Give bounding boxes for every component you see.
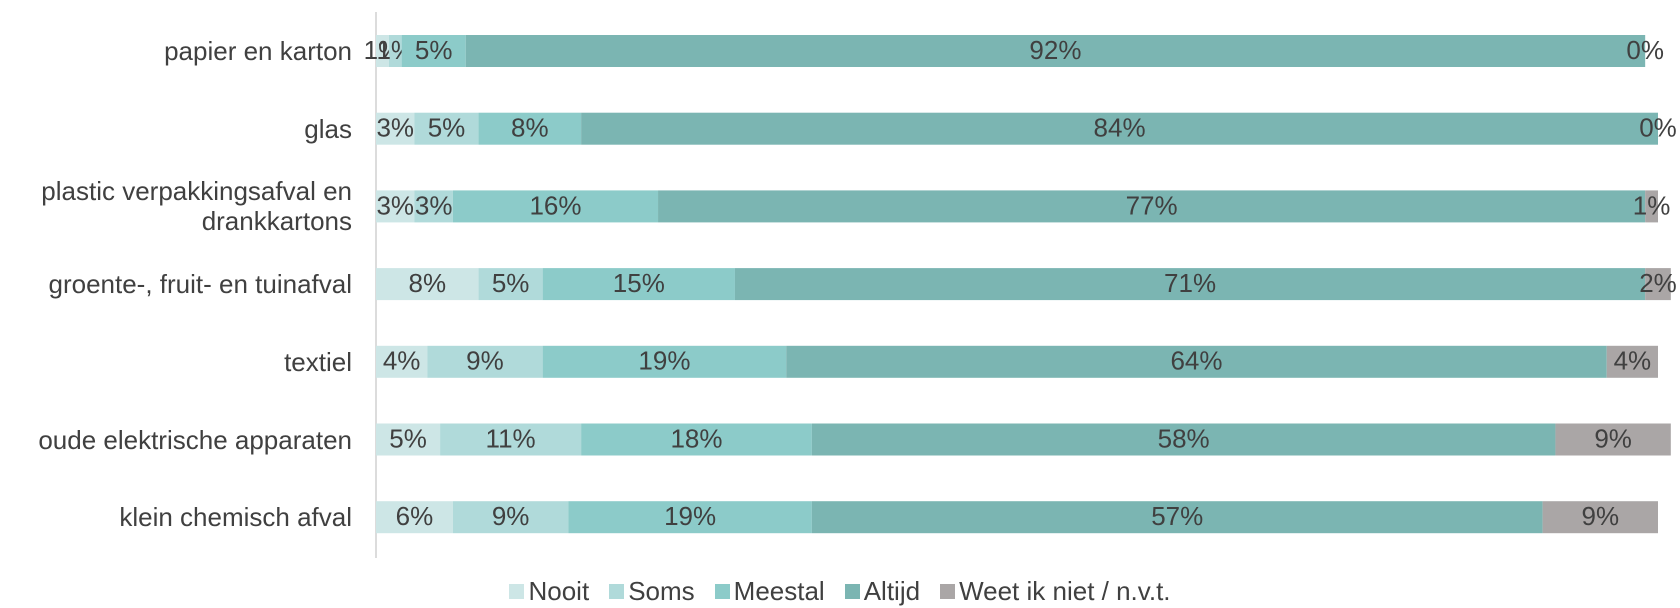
bar-segment xyxy=(1645,190,1658,223)
data-label: 64% xyxy=(1170,346,1222,376)
data-label: 92% xyxy=(1029,35,1081,65)
bar-segment xyxy=(376,190,415,223)
category-label: oude elektrische apparaten xyxy=(38,424,352,455)
bar-segment xyxy=(452,501,569,534)
bar-segment xyxy=(440,423,582,456)
bar-segment xyxy=(734,268,1646,301)
bar-segment xyxy=(376,345,428,378)
legend-swatch xyxy=(844,584,860,599)
data-label: 19% xyxy=(664,501,716,531)
legend-label: Weet ik niet / n.v.t. xyxy=(959,576,1171,606)
bar-segment xyxy=(542,345,787,378)
bar-segment xyxy=(568,501,812,534)
legend-swatch xyxy=(609,584,625,599)
data-label: 9% xyxy=(1582,501,1620,531)
data-label: 4% xyxy=(383,346,421,376)
data-label: 3% xyxy=(415,190,453,220)
bar-segment xyxy=(1606,345,1658,378)
data-label: 3% xyxy=(376,113,414,143)
bar-segment xyxy=(811,501,1543,534)
data-label: 8% xyxy=(511,113,549,143)
data-label: 57% xyxy=(1151,501,1203,531)
plot: 1%1% 5% 92% 0%3% 5% 8% 84% 0%3% 3% 16% 77% 1%8% 5% 15… xyxy=(364,12,1677,558)
data-label: 1% xyxy=(1633,190,1671,220)
bar-segment xyxy=(376,501,453,534)
bar-segment xyxy=(376,423,441,456)
data-label: 11% xyxy=(486,423,536,453)
data-label: 15% xyxy=(613,268,665,298)
legend-item: Weet ik niet / n.v.t. xyxy=(940,576,1171,607)
legend-label: Altijd xyxy=(863,576,921,606)
data-label: 2% xyxy=(1639,268,1677,298)
data-label: 9% xyxy=(466,346,504,376)
bar-segment xyxy=(1542,501,1658,534)
legend-swatch xyxy=(714,584,730,599)
data-label: 18% xyxy=(670,423,722,453)
bar-segment xyxy=(376,268,479,301)
data-label: 9% xyxy=(1594,423,1632,453)
bar-segment xyxy=(786,345,1607,378)
data-label: 5% xyxy=(428,113,466,143)
data-label: 16% xyxy=(529,190,581,220)
data-label: 4% xyxy=(1614,346,1652,376)
data-label: 9% xyxy=(492,501,530,531)
legend: Nooit Soms Meestal Altijd Weet ik niet / n.v… xyxy=(0,576,1680,607)
bar-segment xyxy=(1645,268,1671,301)
legend-swatch xyxy=(509,584,525,599)
data-label: 6% xyxy=(396,501,434,531)
bar-segment xyxy=(581,423,812,456)
legend-swatch xyxy=(940,584,956,599)
legend-label: Nooit xyxy=(528,576,590,606)
category-label: plastic verpakkingsafval en drankkartons xyxy=(41,176,352,237)
data-label: 77% xyxy=(1126,190,1178,220)
bar-segment xyxy=(478,112,582,145)
data-label: 0% xyxy=(1639,113,1677,143)
bar-segment xyxy=(465,35,1646,67)
bar-segment xyxy=(427,345,543,378)
category-label: papier en karton xyxy=(164,36,352,66)
bar-segment xyxy=(401,35,466,67)
bar-segment xyxy=(542,268,735,301)
legend-item: Nooit xyxy=(509,576,589,607)
data-label: 0% xyxy=(1626,35,1664,65)
data-label: 8% xyxy=(408,268,446,298)
legend-label: Soms xyxy=(628,576,695,606)
category-label: textiel xyxy=(284,346,352,377)
data-label: 84% xyxy=(1094,113,1146,143)
bar-segment xyxy=(811,423,1556,456)
data-label: 58% xyxy=(1158,423,1210,453)
bar-segment xyxy=(388,35,402,67)
bar-segment xyxy=(452,190,659,223)
data-label: 19% xyxy=(638,346,690,376)
bar-segment xyxy=(414,190,453,223)
bar-segment xyxy=(376,112,415,145)
category-label: klein chemisch afval xyxy=(119,502,352,533)
legend-item: Altijd xyxy=(844,576,921,607)
bar-segment xyxy=(376,35,389,67)
category-label: groente-, fruit- en tuinafval xyxy=(48,269,353,300)
legend-label: Meestal xyxy=(733,576,825,606)
data-label: 5% xyxy=(415,35,453,65)
bar-segment xyxy=(478,268,543,301)
legend-item: Meestal xyxy=(714,576,825,607)
bar-segment xyxy=(414,112,479,145)
data-label: 5% xyxy=(492,268,530,298)
data-label: 5% xyxy=(389,423,427,453)
bar-segment xyxy=(1555,423,1671,456)
bar-segment xyxy=(658,190,1646,223)
legend-item: Soms xyxy=(609,576,695,607)
data-label: 3% xyxy=(376,190,414,220)
category-label: glas xyxy=(304,113,352,144)
data-label: 71% xyxy=(1164,268,1216,298)
bar-segment xyxy=(581,112,1658,145)
